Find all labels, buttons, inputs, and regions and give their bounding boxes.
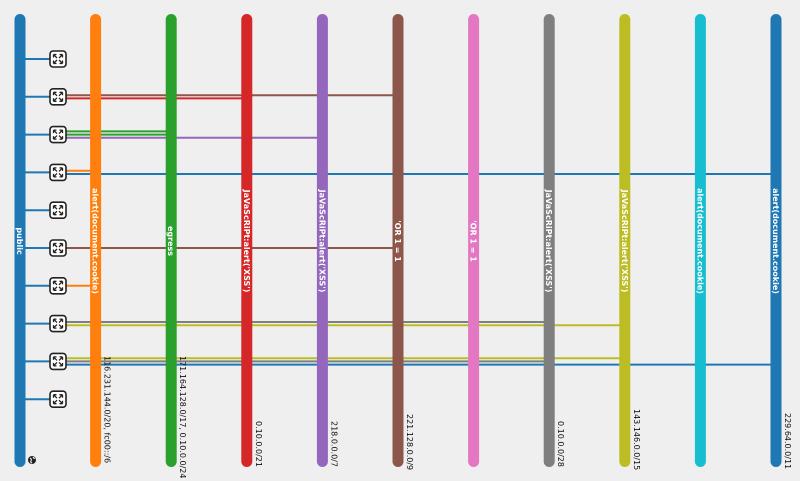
router-icon — [52, 53, 64, 65]
globe-icon — [28, 456, 36, 464]
network-name-label: alert(document.cookie) — [91, 188, 100, 294]
network-name-label: JaVaScRiPt:alert('XSS') — [544, 189, 553, 293]
network-name-label: JaVaScRiPt:alert('XSS') — [317, 189, 326, 293]
network-bar-5[interactable] — [316, 14, 328, 467]
router-node[interactable] — [49, 314, 67, 333]
router-node[interactable] — [49, 163, 67, 182]
router-icon — [52, 242, 64, 254]
router-icon — [52, 280, 64, 291]
network-bar-9[interactable] — [619, 14, 631, 467]
router-node[interactable] — [49, 239, 67, 257]
network-bar-11[interactable] — [770, 14, 782, 467]
network-bar-6[interactable] — [392, 14, 404, 467]
network-bar-4[interactable] — [241, 14, 253, 467]
router-icon — [52, 205, 64, 216]
network-name-label: 'OR 1 = 1 — [393, 220, 402, 262]
router-icon — [52, 91, 64, 102]
router-node[interactable] — [49, 50, 67, 68]
router-icon — [52, 394, 64, 405]
network-cidr-label: 218.0.0.0/7 — [329, 421, 338, 467]
network-name-label: alert(document.cookie) — [695, 188, 704, 294]
router-node[interactable] — [49, 201, 67, 219]
router-node[interactable] — [49, 276, 67, 295]
network-bar-2[interactable] — [90, 14, 102, 467]
network-name-label: alert(document.cookie) — [771, 188, 780, 294]
router-icon — [52, 356, 64, 367]
router-node[interactable] — [49, 352, 67, 371]
network-name-label: JaVaScRiPt:alert('XSS') — [242, 189, 251, 293]
router-node[interactable] — [49, 390, 67, 409]
network-bar-1[interactable] — [14, 14, 26, 467]
router-icon — [52, 318, 64, 329]
network-bar-3[interactable] — [165, 14, 177, 467]
network-name-label: egress — [166, 226, 175, 256]
network-cidr-label: 116.231.144.0/20, fc00::/6 — [103, 356, 112, 463]
network-cidr-label: 229.64.0.0/11 — [783, 413, 792, 469]
network-bar-8[interactable] — [543, 14, 555, 467]
network-cidr-label: 221.128.0.0/9 — [405, 414, 414, 470]
network-cidr-label: 0.10.0.0/28 — [556, 421, 565, 467]
network-name-label: JaVaScRiPt:alert('XSS') — [620, 189, 629, 293]
network-cidr-label: 0.10.0.0/21 — [254, 421, 263, 467]
network-name-label: public — [15, 227, 24, 255]
router-icon — [52, 167, 64, 178]
router-node[interactable] — [49, 88, 67, 106]
router-node[interactable] — [49, 125, 67, 144]
router-icon — [52, 129, 64, 140]
network-bar-10[interactable] — [694, 14, 706, 467]
network-cidr-label: 143.146.0.0/15 — [632, 409, 641, 470]
network-name-label: 'OR 1 = 1 — [469, 220, 478, 262]
network-bar-7[interactable] — [468, 14, 480, 467]
network-cidr-label: 171.164.128.0/17, 0.10.0.0/24 — [178, 356, 187, 478]
